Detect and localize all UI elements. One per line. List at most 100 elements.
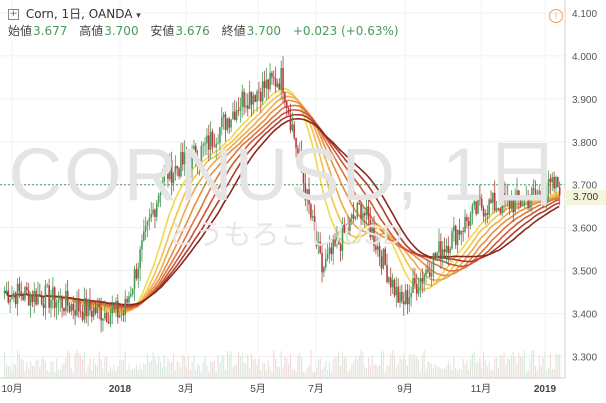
candle-body <box>256 91 258 102</box>
volume-bar <box>371 354 373 378</box>
volume-bar <box>72 371 74 378</box>
volume-bar <box>35 360 37 378</box>
candle-body <box>113 307 115 309</box>
chevron-down-icon[interactable]: ▾ <box>136 11 141 21</box>
volume-bar <box>475 363 477 378</box>
expand-icon[interactable]: + <box>8 9 19 20</box>
candle-body <box>105 312 108 323</box>
candle-body <box>518 190 520 200</box>
candle-body <box>484 213 487 217</box>
candle-body <box>18 283 21 292</box>
time-axis: 10月 2018 3月 5月 7月 9月 11月 2019 <box>1 383 556 395</box>
candle-body <box>31 294 34 302</box>
volume-bar <box>67 350 69 378</box>
volume-bar <box>523 350 525 378</box>
volume-bar <box>512 352 514 378</box>
candle-body <box>215 143 218 148</box>
candle-body <box>391 279 394 288</box>
candle-body <box>130 294 132 297</box>
volume-bar <box>354 355 357 378</box>
symbol-title[interactable]: Corn, 1日, OANDA <box>25 7 133 21</box>
candle-body <box>189 160 192 169</box>
volume-bar <box>535 366 537 378</box>
candle-body <box>217 142 219 144</box>
volume-bar <box>267 360 269 378</box>
volume-bar <box>239 356 241 378</box>
volume-bar <box>208 371 210 378</box>
candle-body <box>493 192 496 211</box>
volume-bar <box>366 368 368 378</box>
volume-bar <box>85 371 87 378</box>
candle-body <box>466 216 468 222</box>
volume-bar <box>486 366 488 378</box>
volume-bar <box>33 366 35 378</box>
candle-body <box>254 95 257 102</box>
volume-bar <box>321 369 323 378</box>
candle-body <box>94 307 97 314</box>
volume-bar <box>356 359 358 378</box>
change-value: +0.023 (+0.63%) <box>292 24 399 38</box>
alert-icon[interactable]: ! <box>549 9 563 23</box>
volume-bar <box>184 356 186 378</box>
candle-body <box>271 72 273 78</box>
volume-bar <box>466 360 468 378</box>
candle-body <box>547 178 550 194</box>
candle-body <box>213 146 216 148</box>
volume-bar <box>52 361 54 378</box>
candle-body <box>235 110 238 121</box>
candle-body <box>98 304 101 308</box>
candle-body <box>510 200 513 209</box>
volume-bar <box>26 361 28 378</box>
candle-body <box>419 278 422 290</box>
volume-bar <box>44 361 46 378</box>
candle-body <box>367 206 370 220</box>
candle-body <box>410 292 412 298</box>
candle-body <box>57 299 60 303</box>
candle-body <box>24 287 26 300</box>
volume-bar <box>271 371 273 378</box>
volume-bar <box>150 360 152 378</box>
candle-body <box>308 189 310 205</box>
volume-bar <box>174 369 176 378</box>
candle-body <box>376 246 379 250</box>
legend-header: + Corn, 1日, OANDA ▾ 始値3.677 高値3.700 安値3.… <box>8 6 399 40</box>
candle-body <box>451 231 453 249</box>
volume-bar <box>421 354 423 378</box>
volume-bar <box>65 357 67 378</box>
volume-bar <box>262 362 264 378</box>
volume-bar <box>22 360 24 378</box>
volume-bar <box>516 363 518 378</box>
candle-body <box>146 221 149 226</box>
candle-body <box>341 224 344 251</box>
candle-body <box>198 161 201 166</box>
candlesticks <box>3 56 561 333</box>
candle-body <box>133 269 136 289</box>
candle-body <box>441 249 444 260</box>
candle-body <box>475 201 477 214</box>
volume-bar <box>501 356 503 378</box>
volume-bar <box>510 355 512 378</box>
volume-bar <box>223 355 225 378</box>
candle-body <box>373 228 375 247</box>
volume-bar <box>217 354 219 378</box>
candle-body <box>200 145 203 162</box>
candle-body <box>226 118 229 130</box>
candle-body <box>350 214 353 219</box>
volume-bar <box>310 350 312 378</box>
price-tick-label: 3.700 <box>572 181 597 192</box>
candle-body <box>345 227 347 233</box>
volume-bar <box>13 364 15 378</box>
volume-bar <box>280 351 282 378</box>
volume-bar <box>148 361 150 378</box>
candle-body <box>22 296 24 300</box>
candle-body <box>497 208 500 210</box>
volume-bar <box>419 371 422 378</box>
volume-bar <box>484 360 486 378</box>
candle-body <box>399 291 401 303</box>
candle-body <box>527 197 529 209</box>
candle-body <box>454 225 457 246</box>
candle-body <box>174 165 177 174</box>
candle-body <box>263 81 266 89</box>
candle-body <box>72 304 75 311</box>
